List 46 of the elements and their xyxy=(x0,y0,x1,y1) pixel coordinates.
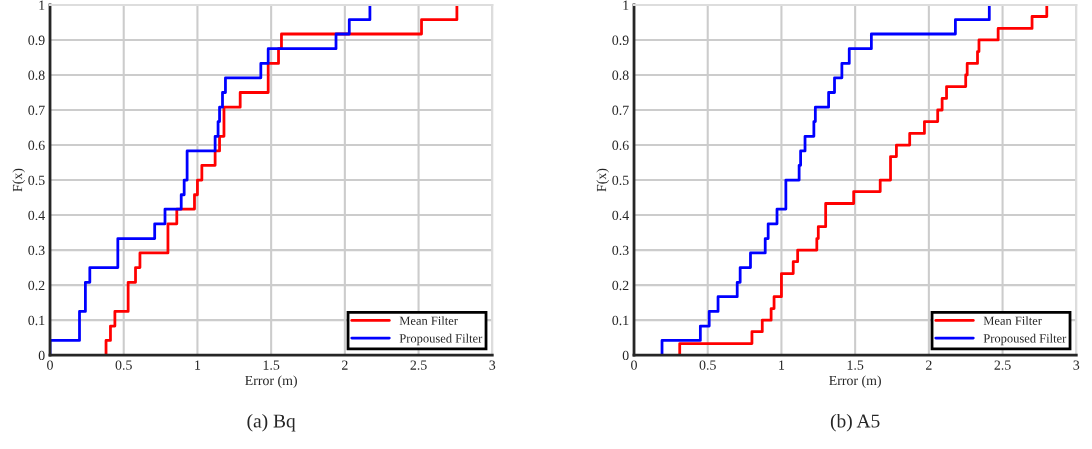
y-tick-label: 0.4 xyxy=(28,210,45,221)
y-tick-label: 0.9 xyxy=(28,35,45,45)
x-tick-label: 1 xyxy=(779,360,785,370)
x-tick-label: 2.5 xyxy=(994,360,1011,370)
y-tick-label: 0.1 xyxy=(28,315,45,326)
x-tick-label: 0 xyxy=(47,360,53,370)
y-tick-label: 1 xyxy=(39,0,45,10)
y-tick-label: 0.7 xyxy=(612,105,629,116)
x-tick-label: 3 xyxy=(489,360,496,370)
y-tick-label: 0.3 xyxy=(612,245,629,256)
x-tick-label: 2.5 xyxy=(410,360,427,370)
x-axis-title: Error (m) xyxy=(829,375,881,388)
y-tick-label: 0.6 xyxy=(612,140,629,151)
x-tick-label: 1.5 xyxy=(847,360,864,370)
y-axis-title: F(x) xyxy=(596,168,610,192)
y-tick-label: 0.5 xyxy=(612,175,629,186)
y-tick-label: 0.4 xyxy=(612,210,629,221)
legend-label: Mean Filter xyxy=(399,316,458,325)
y-tick-label: 0.2 xyxy=(28,280,45,291)
y-tick-label: 0.2 xyxy=(612,280,629,291)
x-axis-title: Error (m) xyxy=(245,375,297,388)
y-tick-label: 0.9 xyxy=(612,35,629,45)
text: (a) Bq xyxy=(247,413,296,432)
y-tick-label: 1 xyxy=(623,0,629,10)
legend-label: Mean Filter xyxy=(983,316,1042,325)
y-tick-label: 0.3 xyxy=(28,245,45,256)
x-tick-label: 1.5 xyxy=(263,360,280,370)
x-tick-label: 3 xyxy=(1073,360,1080,370)
x-tick-label: 0.5 xyxy=(115,360,132,370)
y-tick-label: 0.8 xyxy=(612,70,629,80)
y-tick-label: 0.6 xyxy=(28,140,45,151)
x-tick-label: 2 xyxy=(925,360,932,370)
y-tick-label: 0 xyxy=(38,350,45,361)
y-tick-label: 0.1 xyxy=(612,315,629,326)
x-tick-label: 0.5 xyxy=(699,360,716,370)
x-tick-label: 0 xyxy=(631,360,637,370)
x-tick-label: 1 xyxy=(195,360,201,370)
x-tick-label: 2 xyxy=(341,360,348,370)
y-axis-title: F(x) xyxy=(12,168,26,192)
y-tick-label: 0 xyxy=(622,350,629,361)
text: (b) A5 xyxy=(830,413,880,432)
legend-label: Propoused Filter xyxy=(399,333,483,346)
y-tick-label: 0.7 xyxy=(28,105,45,116)
y-tick-label: 0.8 xyxy=(28,70,45,80)
legend-label: Propoused Filter xyxy=(983,333,1067,346)
y-tick-label: 0.5 xyxy=(28,175,45,186)
